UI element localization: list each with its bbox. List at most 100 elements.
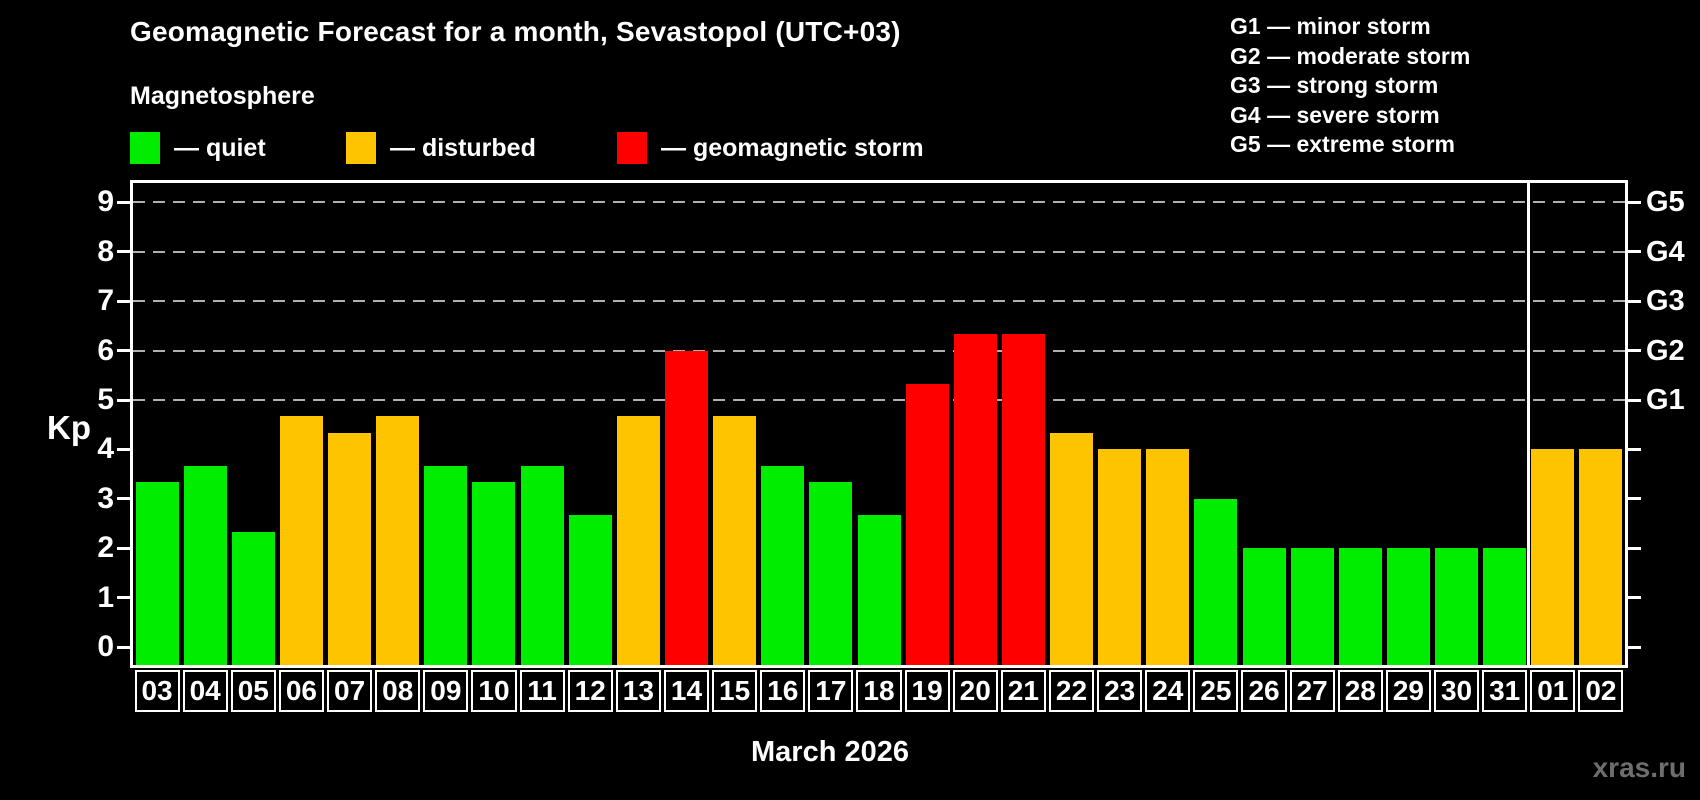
bar-day-08	[376, 416, 420, 665]
bar-day-24	[1146, 449, 1190, 665]
bar-day-09	[424, 465, 468, 665]
magnetosphere-label: Magnetosphere	[130, 82, 315, 110]
y-tick-label-9: 9	[97, 185, 114, 219]
g-axis-label-g3: G3	[1646, 285, 1685, 318]
right-tick-4	[1628, 447, 1641, 451]
y-tick-9	[117, 200, 130, 204]
bar-day-17	[809, 482, 853, 665]
bar-day-19	[905, 383, 949, 665]
month-separator-line	[1527, 183, 1531, 665]
kp-axis-title: Kp	[47, 409, 91, 446]
g-axis-label-g5: G5	[1646, 186, 1685, 219]
disturbed-color-swatch	[346, 132, 376, 164]
y-tick-label-7: 7	[97, 284, 114, 318]
g-axis-label-g2: G2	[1646, 334, 1685, 367]
right-tick-7	[1628, 299, 1641, 303]
bar-day-28	[1338, 548, 1382, 665]
y-tick-label-8: 8	[97, 234, 114, 268]
day-label-05: 05	[230, 670, 276, 712]
bar-day-02	[1579, 449, 1623, 665]
bar-day-06	[279, 416, 323, 665]
day-label-29: 29	[1385, 670, 1431, 712]
g-legend-line-3: G3 — strong storm	[1230, 72, 1439, 99]
storm-color-swatch	[617, 132, 647, 164]
y-tick-0	[117, 645, 130, 649]
bar-day-21	[1001, 334, 1045, 665]
day-label-01: 01	[1530, 670, 1576, 712]
y-tick-label-6: 6	[97, 333, 114, 367]
bar-day-16	[761, 465, 805, 665]
day-label-31: 31	[1482, 670, 1528, 712]
gridline-kp-6	[133, 349, 1625, 352]
bar-day-13	[616, 416, 660, 665]
day-label-19: 19	[904, 670, 950, 712]
bar-day-01	[1531, 449, 1575, 665]
bar-day-31	[1483, 548, 1527, 665]
g-axis-label-g1: G1	[1646, 384, 1685, 416]
y-tick-label-5: 5	[97, 383, 114, 416]
day-label-09: 09	[423, 670, 469, 712]
day-label-07: 07	[327, 670, 373, 712]
y-tick-1	[117, 596, 130, 600]
legend-label-storm: — geomagnetic storm	[661, 133, 924, 162]
day-label-11: 11	[519, 670, 565, 712]
y-tick-5	[117, 398, 130, 402]
day-label-14: 14	[663, 670, 710, 712]
watermark: xras.ru	[1592, 752, 1686, 783]
bar-day-23	[1098, 449, 1142, 665]
y-tick-label-2: 2	[97, 531, 114, 565]
bar-day-22	[1050, 433, 1094, 665]
y-tick-3	[117, 497, 130, 501]
day-label-13: 13	[615, 670, 661, 712]
y-tick-label-4: 4	[97, 432, 114, 466]
day-label-08: 08	[375, 670, 421, 712]
day-label-30: 30	[1433, 670, 1480, 712]
bar-day-12	[568, 515, 612, 665]
g-scale-legend: G1 — minor storm G2 — moderate storm G3 — …	[1230, 12, 1470, 160]
day-label-17: 17	[808, 670, 854, 712]
bar-day-14	[664, 350, 708, 665]
right-tick-1	[1628, 596, 1641, 600]
day-label-20: 20	[952, 670, 998, 712]
legend-item-storm: — geomagnetic storm	[617, 131, 924, 165]
day-label-06: 06	[278, 670, 324, 712]
legend-item-quiet: — quiet	[130, 131, 266, 165]
right-tick-3	[1628, 497, 1641, 501]
g-legend-line-2: G2 — moderate storm	[1230, 42, 1471, 69]
legend-item-disturbed: — disturbed	[346, 131, 536, 165]
day-label-27: 27	[1289, 670, 1335, 712]
bar-day-03	[135, 482, 179, 665]
bar-day-27	[1290, 548, 1334, 665]
day-label-28: 28	[1337, 670, 1383, 712]
y-tick-label-1: 1	[97, 580, 114, 614]
bar-day-07	[328, 433, 372, 665]
right-tick-0	[1628, 645, 1641, 649]
gridline-kp-7	[133, 300, 1625, 303]
right-tick-9	[1628, 200, 1641, 204]
gridline-kp-5	[133, 399, 1625, 401]
day-label-18: 18	[856, 670, 902, 712]
day-label-12: 12	[567, 670, 613, 712]
day-label-26: 26	[1241, 670, 1287, 712]
y-tick-6	[117, 349, 130, 353]
right-tick-5	[1628, 398, 1641, 402]
day-label-25: 25	[1193, 670, 1239, 712]
quiet-color-swatch	[130, 132, 160, 164]
legend-label-disturbed: — disturbed	[390, 133, 536, 162]
gridline-kp-8	[133, 250, 1625, 253]
legend-label-quiet: — quiet	[174, 133, 266, 162]
bar-day-05	[231, 531, 275, 665]
month-label: March 2026	[751, 736, 909, 768]
day-label-10: 10	[471, 670, 517, 712]
day-label-15: 15	[712, 670, 758, 712]
y-tick-label-3: 3	[97, 481, 114, 515]
day-label-02: 02	[1578, 670, 1624, 712]
bar-day-15	[713, 416, 757, 665]
right-tick-6	[1628, 349, 1641, 353]
plot-area	[130, 180, 1628, 668]
bar-day-26	[1242, 548, 1286, 665]
y-tick-7	[117, 299, 130, 303]
bar-day-29	[1386, 548, 1430, 665]
day-label-04: 04	[182, 670, 228, 712]
